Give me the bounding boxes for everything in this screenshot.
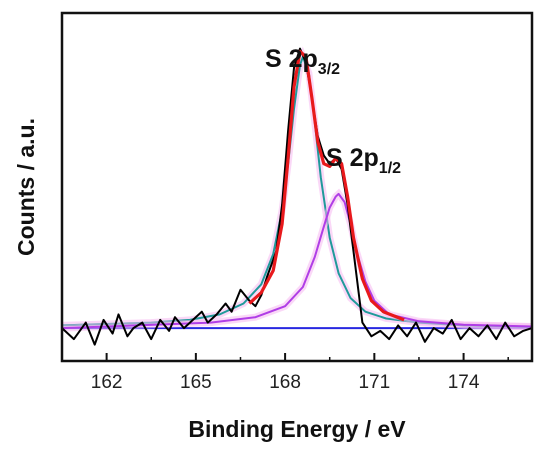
x-tick-label: 168 — [269, 372, 301, 393]
peak-label: S 2p3/2 — [265, 45, 340, 78]
plot-lines — [61, 46, 533, 346]
peak-label: S 2p1/2 — [326, 144, 401, 177]
x-axis: 162 165 168 171 174 — [91, 353, 509, 393]
x-axis-title: Binding Energy / eV — [188, 416, 406, 442]
x-tick-label: 171 — [358, 372, 390, 393]
series-line-raw — [61, 47, 533, 346]
x-tick-label: 174 — [448, 372, 480, 393]
y-axis-title: Counts / a.u. — [13, 118, 39, 256]
x-tick-label: 165 — [180, 372, 212, 393]
annotations: S 2p3/2 S 2p1/2 — [265, 45, 401, 177]
plot-frame — [60, 11, 534, 363]
series-line-envelope — [248, 49, 405, 322]
x-tick-label: 162 — [91, 372, 123, 393]
series-line-component-2 — [61, 192, 533, 330]
component-glow — [61, 188, 533, 332]
component-glow — [61, 46, 533, 331]
